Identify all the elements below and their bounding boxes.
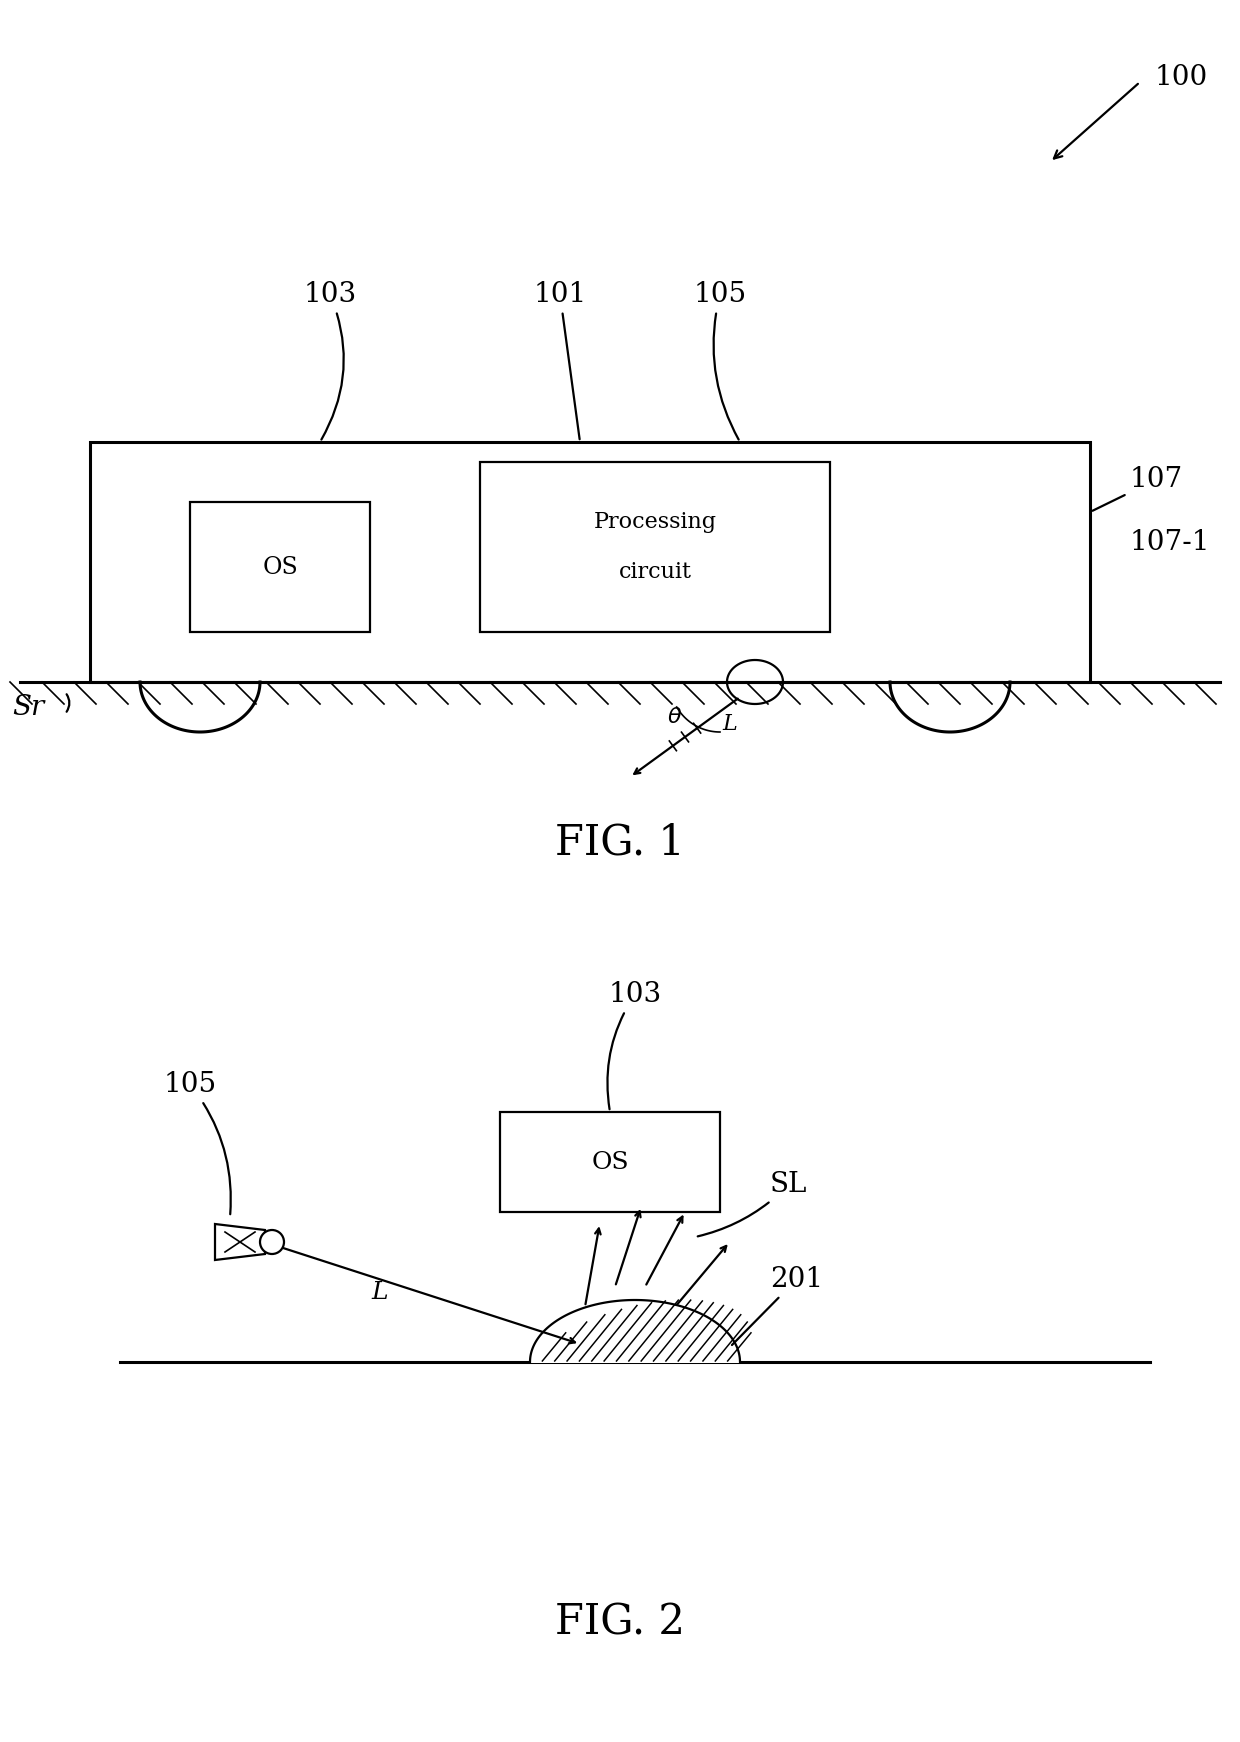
Text: L: L — [372, 1280, 388, 1303]
Text: SL: SL — [698, 1171, 807, 1237]
Polygon shape — [529, 1300, 740, 1362]
Text: 105: 105 — [693, 280, 746, 439]
Bar — [91, 442, 1090, 683]
Text: L: L — [723, 712, 738, 735]
Text: OS: OS — [591, 1150, 629, 1174]
Text: circuit: circuit — [619, 561, 692, 584]
Text: 103: 103 — [608, 981, 662, 1110]
Text: 201: 201 — [732, 1266, 823, 1345]
Text: Sr: Sr — [12, 693, 45, 721]
Bar — [480, 462, 830, 632]
Text: FIG. 2: FIG. 2 — [556, 1601, 684, 1643]
Text: OS: OS — [262, 556, 298, 578]
Text: FIG. 1: FIG. 1 — [556, 820, 684, 862]
Text: 105: 105 — [164, 1071, 231, 1214]
Text: $\theta$: $\theta$ — [667, 707, 682, 726]
Text: 103: 103 — [304, 280, 357, 439]
Bar — [190, 502, 370, 632]
Text: 101: 101 — [533, 280, 587, 439]
Circle shape — [260, 1230, 284, 1254]
Text: Processing: Processing — [594, 510, 717, 533]
Polygon shape — [215, 1225, 265, 1259]
Text: 100: 100 — [1154, 63, 1208, 91]
Bar — [500, 1111, 720, 1212]
Text: 107: 107 — [1092, 467, 1183, 510]
Text: 107-1: 107-1 — [1130, 528, 1210, 556]
